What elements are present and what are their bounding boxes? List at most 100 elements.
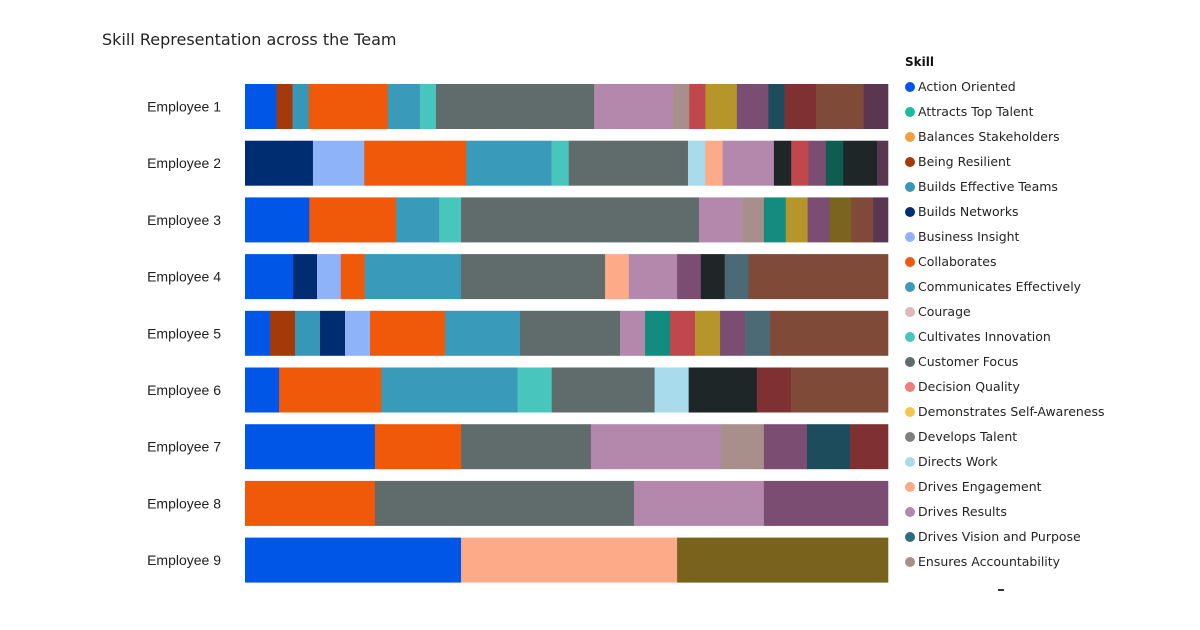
bar-segment[interactable] [245,537,462,583]
bar-segment[interactable] [698,197,743,243]
bar-segment[interactable] [705,140,723,186]
bar-segment[interactable] [308,84,389,129]
bar-segment[interactable] [768,84,785,129]
bar-segment[interactable] [720,424,765,470]
legend-item[interactable]: Communicates Effectively [905,274,1105,299]
bar-segment[interactable] [466,140,552,186]
bar-segment[interactable] [850,424,889,470]
bar-segment[interactable] [687,140,706,186]
bar-segment[interactable] [279,367,382,413]
bar-segment[interactable] [551,367,655,413]
legend-item[interactable]: Builds Networks [905,199,1105,224]
bar-segment[interactable] [605,254,630,300]
bar-segment[interactable] [461,254,606,300]
legend-item[interactable]: Develops Talent [905,424,1105,449]
bar-segment[interactable] [245,140,314,186]
bar-segment[interactable] [773,140,792,186]
bar-segment[interactable] [689,84,706,129]
legend-item[interactable]: Drives Engagement [905,474,1105,499]
bar-segment[interactable] [320,310,346,356]
bar-segment[interactable] [670,310,696,356]
bar-segment[interactable] [825,140,844,186]
bar-segment[interactable] [688,367,758,413]
bar-segment[interactable] [520,310,621,356]
bar-segment[interactable] [245,197,310,243]
bar-segment[interactable] [295,310,321,356]
bar-segment[interactable] [419,84,437,129]
bar-segment[interactable] [364,140,467,186]
bar-segment[interactable] [645,310,671,356]
bar-segment[interactable] [851,197,874,243]
bar-segment[interactable] [374,424,462,470]
legend-item[interactable]: Decision Quality [905,374,1105,399]
bar-segment[interactable] [594,84,674,129]
bar-segment[interactable] [312,140,365,186]
legend-item[interactable]: Cultivates Innovation [905,324,1105,349]
legend-item[interactable]: Courage [905,299,1105,324]
bar-segment[interactable] [742,197,765,243]
bar-segment[interactable] [309,197,397,243]
bar-segment[interactable] [748,254,889,300]
bar-segment[interactable] [673,84,690,129]
bar-segment[interactable] [461,537,678,583]
bar-segment[interactable] [790,367,889,413]
bar-segment[interactable] [785,197,808,243]
bar-segment[interactable] [340,254,365,300]
bar-segment[interactable] [551,140,570,186]
bar-segment[interactable] [722,140,775,186]
legend-item[interactable]: Business Insight [905,224,1105,249]
legend-item[interactable]: Drives Vision and Purpose [905,524,1105,549]
legend-item[interactable]: Collaborates [905,249,1105,274]
bar-segment[interactable] [829,197,852,243]
bar-segment[interactable] [396,197,440,243]
bar-segment[interactable] [791,140,809,186]
bar-segment[interactable] [292,84,309,129]
bar-segment[interactable] [387,84,421,129]
bar-segment[interactable] [445,310,521,356]
bar-segment[interactable] [763,424,808,470]
bar-segment[interactable] [461,197,700,243]
bar-segment[interactable] [435,84,595,129]
legend-item[interactable]: Customer Focus [905,349,1105,374]
bar-segment[interactable] [677,537,889,583]
bar-segment[interactable] [705,84,738,129]
legend-item[interactable]: Ensures Accountability [905,549,1105,574]
bar-segment[interactable] [245,367,280,413]
bar-segment[interactable] [317,254,342,300]
bar-segment[interactable] [873,197,889,243]
bar-segment[interactable] [270,310,296,356]
bar-segment[interactable] [807,197,830,243]
bar-segment[interactable] [620,310,646,356]
bar-segment[interactable] [784,84,817,129]
bar-segment[interactable] [628,254,678,300]
bar-segment[interactable] [863,84,889,129]
legend-item[interactable]: Action Oriented [905,74,1105,99]
bar-segment[interactable] [877,140,889,186]
legend-item[interactable]: Balances Stakeholders [905,124,1105,149]
bar-segment[interactable] [634,480,765,526]
bar-segment[interactable] [370,310,446,356]
bar-segment[interactable] [345,310,371,356]
bar-segment[interactable] [439,197,462,243]
bar-segment[interactable] [276,84,293,129]
legend-scroll-chevron-icon[interactable] [998,585,1004,591]
bar-segment[interactable] [720,310,746,356]
bar-segment[interactable] [815,84,864,129]
bar-segment[interactable] [763,480,889,526]
bar-segment[interactable] [381,367,518,413]
bar-segment[interactable] [677,254,702,300]
bar-segment[interactable] [293,254,318,300]
bar-segment[interactable] [808,140,827,186]
bar-segment[interactable] [695,310,721,356]
bar-segment[interactable] [745,310,771,356]
bar-segment[interactable] [461,424,592,470]
bar-segment[interactable] [843,140,878,186]
bar-segment[interactable] [245,310,271,356]
bar-segment[interactable] [724,254,749,300]
legend-item[interactable]: Being Resilient [905,149,1105,174]
bar-segment[interactable] [590,424,722,470]
bar-segment[interactable] [245,84,277,129]
bar-segment[interactable] [736,84,769,129]
legend-item[interactable]: Directs Work [905,449,1105,474]
bar-segment[interactable] [517,367,553,413]
